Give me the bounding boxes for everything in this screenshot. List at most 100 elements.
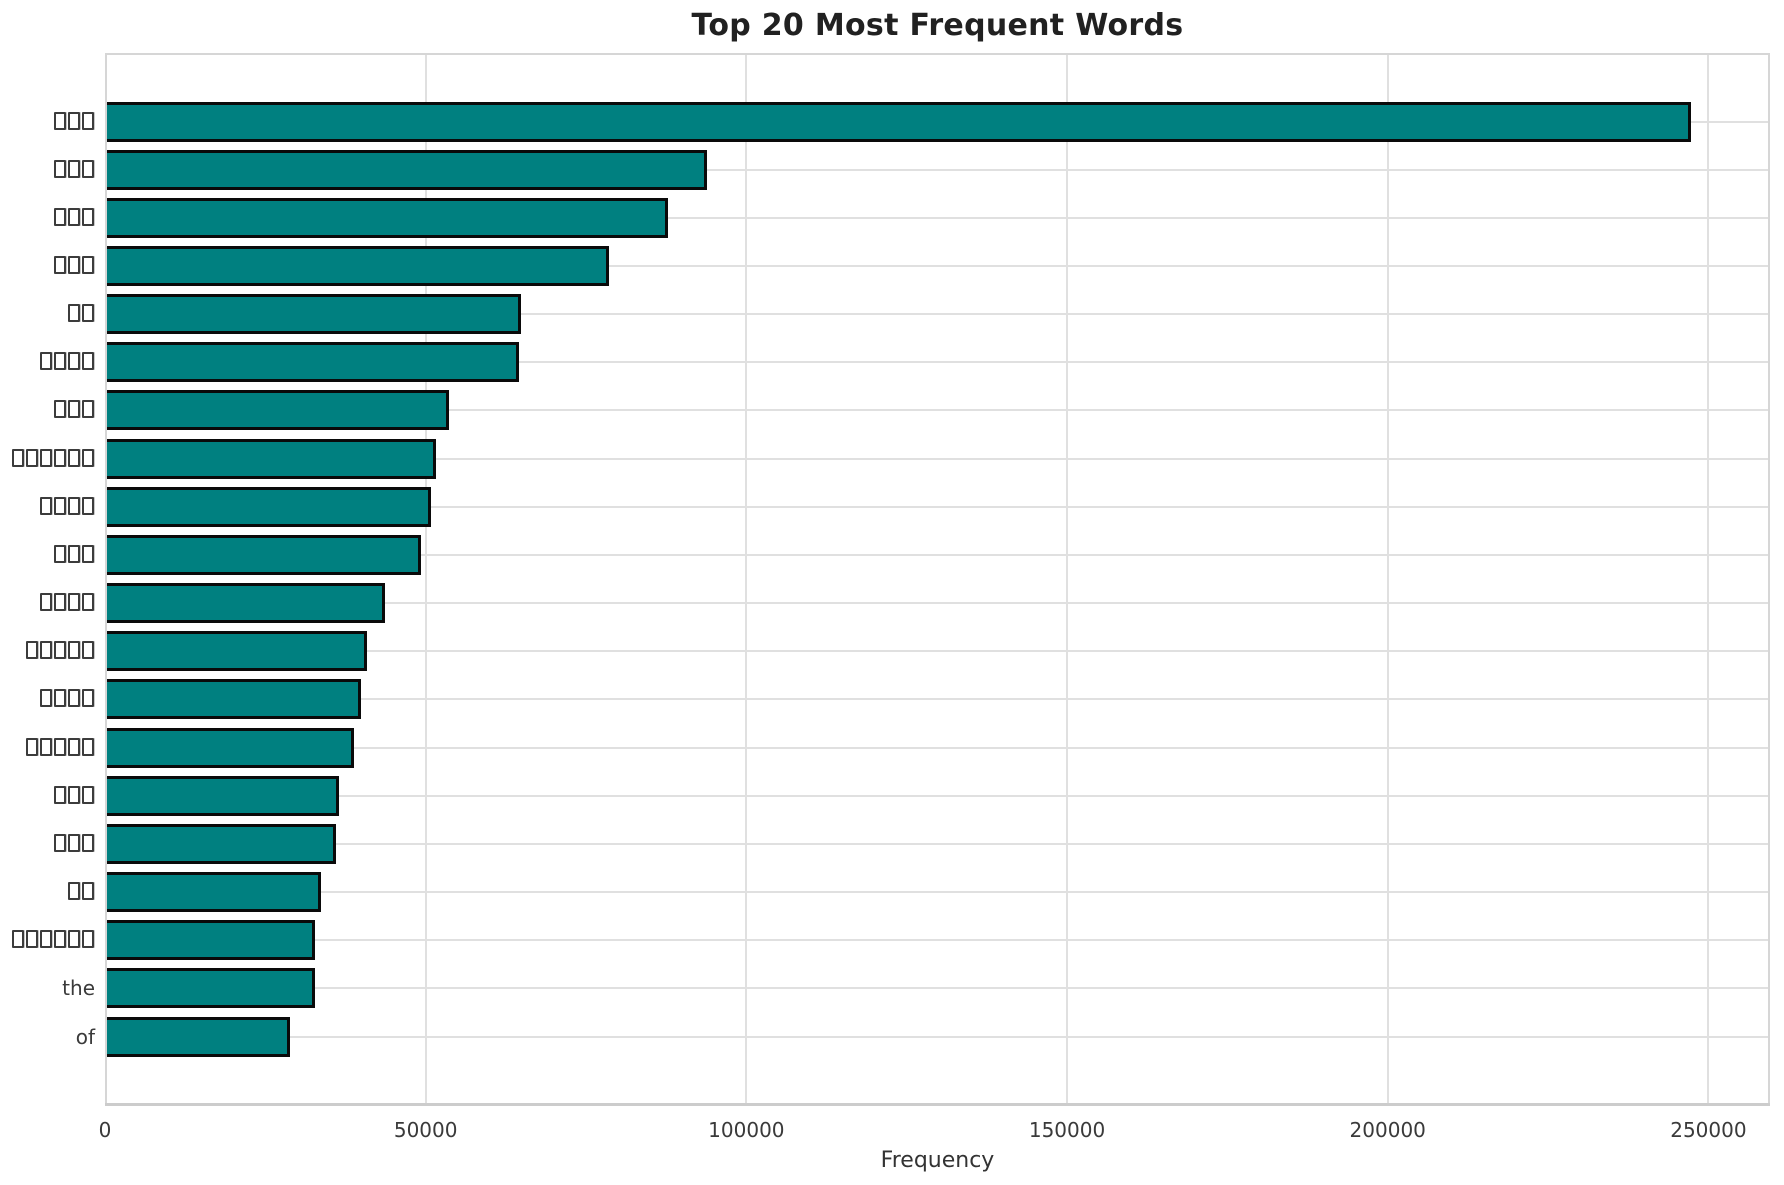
missing-glyph-box — [54, 496, 66, 515]
missing-glyph-box — [54, 737, 66, 756]
y-gridline — [105, 1035, 1770, 1038]
frequency-bar — [107, 197, 669, 238]
frequency-bar — [107, 823, 336, 864]
missing-glyph-box — [54, 593, 66, 612]
missing-glyph-box — [68, 448, 80, 467]
missing-glyph-box — [40, 448, 52, 467]
missing-glyph-box — [54, 544, 66, 563]
y-tick-label — [0, 495, 95, 519]
missing-glyph-box — [68, 352, 80, 371]
missing-glyph-box — [68, 930, 80, 949]
frequency-bar — [107, 583, 386, 624]
y-tick-label — [0, 928, 95, 952]
missing-glyph-box — [82, 159, 94, 178]
x-gridline — [424, 53, 427, 1106]
axis-spine-top — [105, 53, 1770, 55]
y-tick-label — [0, 591, 95, 615]
missing-glyph-box — [40, 737, 52, 756]
missing-glyph-box — [26, 930, 38, 949]
missing-glyph-box — [54, 400, 66, 419]
y-tick-label — [0, 110, 95, 134]
frequency-bar — [107, 486, 431, 527]
missing-glyph-box — [82, 737, 94, 756]
x-gridline — [1707, 53, 1710, 1106]
missing-glyph-box — [26, 737, 38, 756]
chart-title: Top 20 Most Frequent Words — [691, 8, 1184, 43]
y-gridline — [105, 939, 1770, 942]
y-tick-label — [0, 158, 95, 182]
missing-glyph-box — [82, 111, 94, 130]
missing-glyph-box — [40, 930, 52, 949]
missing-glyph-box — [82, 352, 94, 371]
y-tick-label — [0, 398, 95, 422]
missing-glyph-box — [54, 833, 66, 852]
y-gridline — [105, 264, 1770, 267]
y-gridline — [105, 794, 1770, 797]
y-gridline — [105, 650, 1770, 653]
missing-glyph-box — [26, 641, 38, 660]
frequency-bar — [107, 775, 340, 816]
missing-glyph-box — [68, 593, 80, 612]
y-gridline — [105, 168, 1770, 171]
missing-glyph-box — [82, 544, 94, 563]
frequency-bar — [107, 968, 315, 1009]
missing-glyph-box — [54, 159, 66, 178]
y-tick-label — [0, 784, 95, 808]
y-gridline — [105, 746, 1770, 749]
frequency-bar — [107, 534, 422, 575]
y-gridline — [105, 505, 1770, 508]
missing-glyph-box — [68, 496, 80, 515]
y-gridline — [105, 313, 1770, 316]
missing-glyph-box — [12, 930, 24, 949]
missing-glyph-box — [54, 255, 66, 274]
frequency-bar — [107, 872, 322, 913]
missing-glyph-box — [54, 352, 66, 371]
missing-glyph-box — [54, 641, 66, 660]
missing-glyph-box — [40, 689, 52, 708]
missing-glyph-box — [68, 304, 80, 323]
plot-area — [105, 53, 1770, 1106]
missing-glyph-box — [82, 400, 94, 419]
missing-glyph-box — [68, 882, 80, 901]
missing-glyph-box — [68, 737, 80, 756]
x-tick-label: 0 — [98, 1118, 112, 1142]
missing-glyph-box — [68, 400, 80, 419]
x-tick-label: 100000 — [708, 1118, 785, 1142]
missing-glyph-box — [68, 785, 80, 804]
x-gridline — [1066, 53, 1069, 1106]
missing-glyph-box — [26, 448, 38, 467]
x-gridline — [745, 53, 748, 1106]
y-tick-label — [0, 687, 95, 711]
missing-glyph-box — [82, 930, 94, 949]
y-tick-label: the — [62, 976, 95, 1001]
missing-glyph-box — [68, 689, 80, 708]
y-gridline — [105, 553, 1770, 556]
axis-spine-left — [105, 53, 107, 1106]
x-tick-label: 200000 — [1349, 1118, 1426, 1142]
frequency-bar — [107, 101, 1692, 142]
missing-glyph-box — [82, 496, 94, 515]
y-tick-label: of — [75, 1024, 95, 1049]
frequency-bar — [107, 438, 436, 479]
y-gridline — [105, 216, 1770, 219]
y-gridline — [105, 409, 1770, 412]
frequency-bar — [107, 342, 520, 383]
x-axis-label: Frequency — [880, 1148, 995, 1173]
y-tick-label — [0, 736, 95, 760]
missing-glyph-box — [54, 930, 66, 949]
x-tick-label: 250000 — [1670, 1118, 1747, 1142]
missing-glyph-box — [40, 352, 52, 371]
missing-glyph-box — [82, 833, 94, 852]
y-gridline — [105, 842, 1770, 845]
frequency-bar — [107, 245, 610, 286]
y-tick-label — [0, 206, 95, 230]
y-gridline — [105, 698, 1770, 701]
y-gridline — [105, 602, 1770, 605]
missing-glyph-box — [54, 448, 66, 467]
axis-spine-right — [1768, 53, 1770, 1106]
missing-glyph-box — [82, 641, 94, 660]
missing-glyph-box — [82, 207, 94, 226]
missing-glyph-box — [82, 593, 94, 612]
y-tick-label — [0, 302, 95, 326]
